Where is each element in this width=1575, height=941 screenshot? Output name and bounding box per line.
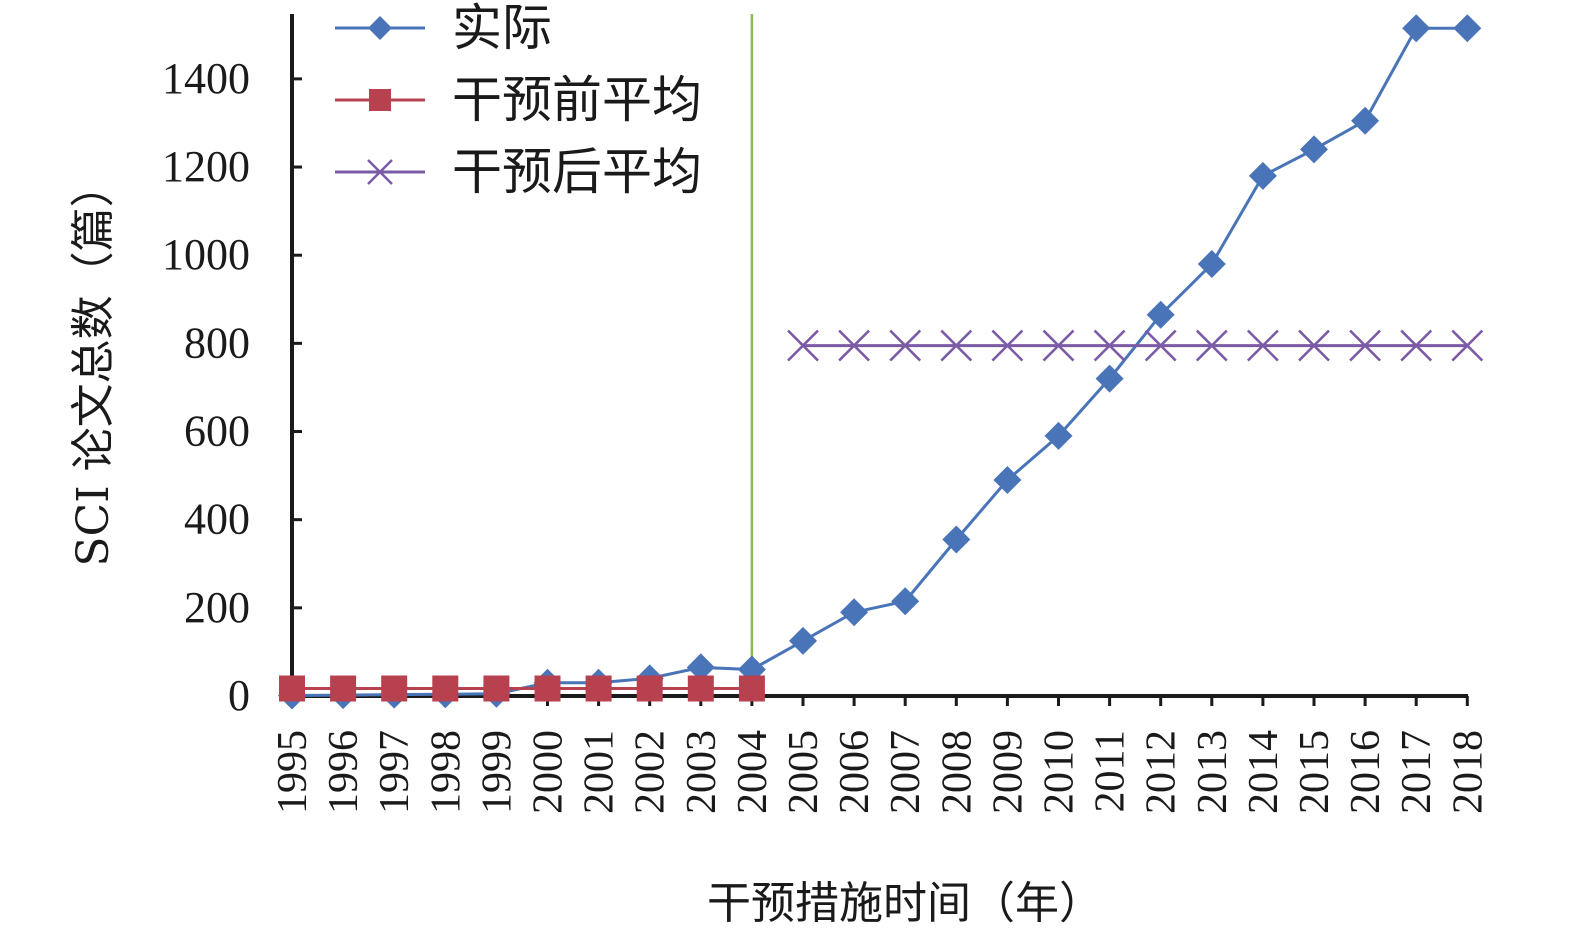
data-point <box>787 329 819 362</box>
x-tick-label: 2014 <box>1241 730 1287 814</box>
data-point <box>1298 329 1330 362</box>
x-tick-label: 2013 <box>1190 730 1236 814</box>
data-point <box>940 329 973 362</box>
x-tick-label: 2000 <box>526 730 572 814</box>
data-point <box>1095 364 1124 393</box>
data-point <box>687 675 714 702</box>
y-tick-label: 400 <box>184 495 250 544</box>
data-point <box>279 675 305 702</box>
data-point <box>1044 421 1073 450</box>
data-point <box>1351 106 1380 135</box>
data-point <box>585 675 612 702</box>
data-point <box>1349 329 1381 362</box>
y-tick-label: 1000 <box>162 230 250 279</box>
x-tick-label: 2008 <box>934 730 980 814</box>
x-tick-label: 2015 <box>1292 730 1338 814</box>
data-point <box>1197 250 1226 279</box>
y-axis-label: SCI 论文总数（篇） <box>68 163 119 566</box>
x-tick-label: 2007 <box>883 730 929 814</box>
data-point <box>991 329 1024 362</box>
data-point <box>1300 135 1328 164</box>
data-point <box>891 587 920 616</box>
data-point <box>1042 329 1075 362</box>
data-point <box>636 675 663 702</box>
x-tick-label: 2002 <box>628 730 674 814</box>
x-tick-label: 2003 <box>679 730 725 814</box>
y-tick-label: 0 <box>228 671 250 720</box>
x-tick-label: 2004 <box>730 730 776 814</box>
data-point <box>840 598 869 627</box>
y-tick-label: 1400 <box>162 54 250 103</box>
series-square <box>279 675 765 702</box>
data-point <box>1400 329 1433 362</box>
legend-item: 干预后平均 <box>335 143 702 201</box>
x-tick-label: 1995 <box>270 730 316 814</box>
data-point <box>789 626 817 655</box>
legend-label: 干预后平均 <box>452 143 702 201</box>
data-point <box>1144 329 1177 362</box>
x-ticks: 1995 1996 1997 1998 1999 2000 2001 2002 2003 2004… <box>270 696 1491 814</box>
data-point <box>534 675 561 702</box>
x-tick-label: 2018 <box>1445 730 1491 814</box>
data-point <box>483 675 510 702</box>
series-x <box>787 329 1484 362</box>
legend-item: 干预前平均 <box>335 71 702 129</box>
data-point <box>838 329 870 362</box>
data-point <box>889 329 922 362</box>
data-point <box>1247 329 1279 362</box>
data-point <box>738 675 765 702</box>
x-tick-label: 2011 <box>1088 730 1134 812</box>
x-tick-label: 2006 <box>832 730 878 814</box>
x-tick-label: 1998 <box>423 730 469 814</box>
y-tick-label: 200 <box>184 583 250 632</box>
legend-item: 实际 <box>335 0 552 57</box>
data-point <box>993 466 1022 495</box>
x-tick-label: 2001 <box>577 730 623 814</box>
y-ticks: 0 200 400 600 800 1000 1200 1400 <box>162 54 302 720</box>
data-point <box>381 675 408 702</box>
x-tick-label: 2005 <box>781 730 827 814</box>
x-tick-label: 2012 <box>1139 730 1185 814</box>
x-tick-label: 1999 <box>474 730 520 814</box>
data-point <box>942 525 971 554</box>
x-tick-label: 2017 <box>1394 730 1440 814</box>
data-point <box>1402 14 1431 43</box>
data-point <box>1248 161 1277 190</box>
y-tick-label: 1200 <box>162 142 250 191</box>
data-point <box>1451 329 1484 362</box>
data-point <box>330 675 357 702</box>
data-point <box>1093 329 1126 362</box>
x-tick-label: 2016 <box>1343 730 1389 814</box>
data-point <box>368 16 392 40</box>
plot-area <box>278 14 1484 710</box>
x-tick-label: 2010 <box>1037 730 1083 814</box>
data-point <box>686 653 715 682</box>
data-point <box>367 159 393 185</box>
x-tick-label: 1996 <box>321 730 367 814</box>
data-point <box>1453 14 1482 43</box>
legend-label: 实际 <box>452 0 552 57</box>
x-tick-label: 2009 <box>985 730 1031 814</box>
y-tick-label: 800 <box>184 318 250 367</box>
x-tick-label: 1997 <box>372 730 418 814</box>
data-point <box>1195 329 1228 362</box>
data-point <box>432 675 459 702</box>
data-point <box>369 89 391 111</box>
x-axis-label: 干预措施时间（年） <box>707 878 1103 929</box>
y-tick-label: 600 <box>184 407 250 456</box>
legend-label: 干预前平均 <box>452 71 702 129</box>
data-point <box>1146 300 1175 329</box>
